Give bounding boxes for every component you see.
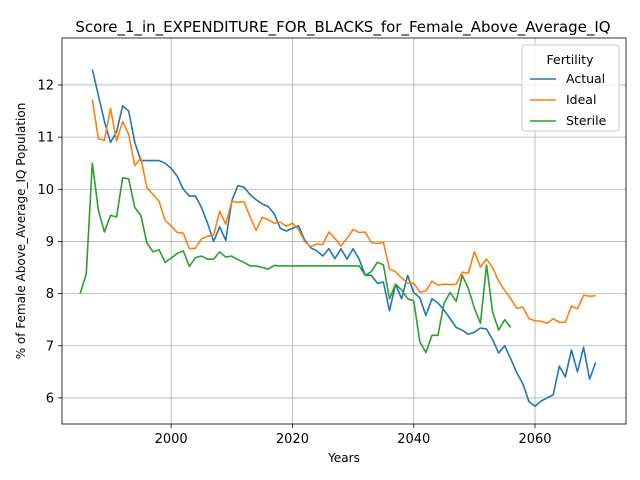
chart-title: Score_1_in_EXPENDITURE_FOR_BLACKS_for_Fe… [75, 18, 610, 37]
y-tick-label: 12 [37, 78, 54, 93]
legend-title: Fertility [547, 52, 595, 67]
legend-box [521, 44, 620, 132]
plot-frame [61, 37, 627, 425]
legend: Fertility Actual Ideal Sterile [521, 44, 620, 132]
axis-ticks: 2000 2020 2040 2060 6 7 8 9 10 11 12 [37, 78, 551, 447]
x-tick-label: 2000 [155, 432, 188, 447]
series-lines [79, 69, 597, 408]
legend-label-actual: Actual [566, 71, 605, 86]
legend-label-sterile: Sterile [566, 113, 607, 128]
y-tick-label: 9 [46, 235, 54, 250]
y-tick-label: 11 [37, 131, 54, 146]
x-tick-label: 2020 [276, 432, 309, 447]
series-line-sterile [79, 162, 512, 354]
y-tick-label: 6 [46, 391, 54, 406]
y-tick-label: 7 [46, 339, 54, 354]
y-axis-label: % of Female Above_Average_IQ Population [14, 103, 28, 360]
x-tick-label: 2060 [518, 432, 551, 447]
series-line-ideal [91, 99, 596, 325]
x-tick-label: 2040 [397, 432, 430, 447]
grid [62, 38, 626, 424]
series-line-actual [91, 69, 597, 408]
y-tick-label: 8 [46, 287, 54, 302]
legend-label-ideal: Ideal [566, 92, 596, 107]
y-tick-label: 10 [37, 183, 54, 198]
legend-items: Actual Ideal Sterile [530, 71, 607, 128]
x-axis-label: Years [327, 451, 360, 465]
